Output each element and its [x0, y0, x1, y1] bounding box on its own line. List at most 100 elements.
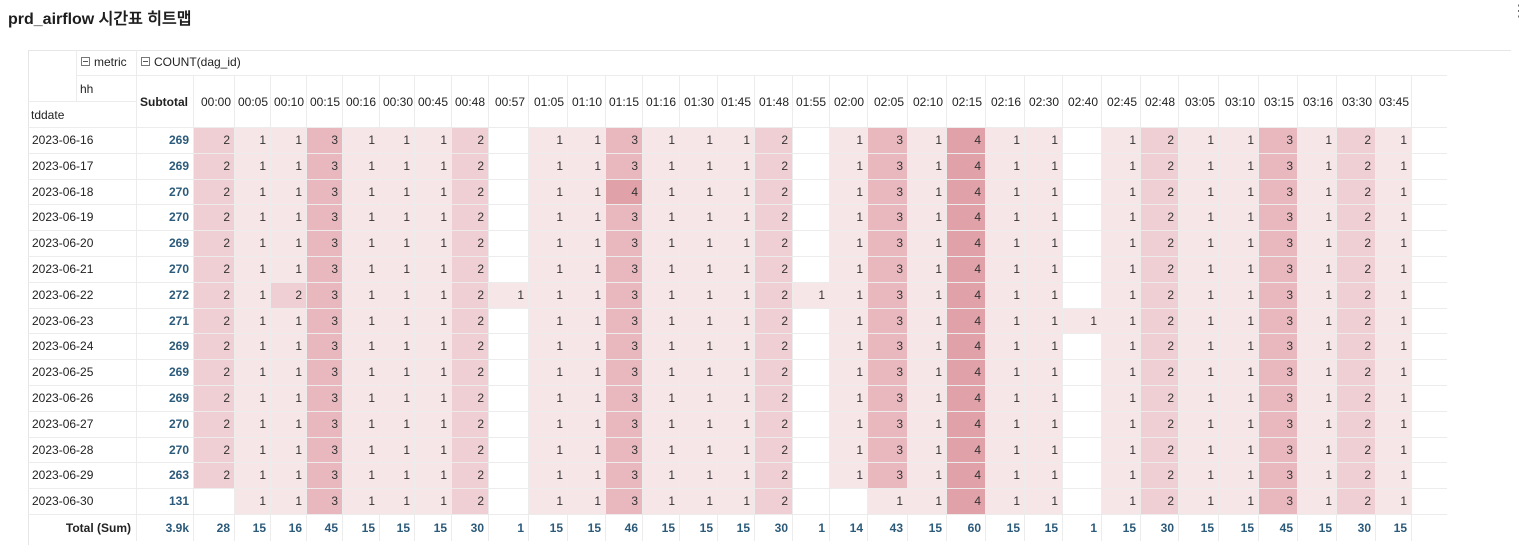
heatmap-cell: 3: [1258, 488, 1297, 514]
column-header[interactable]: 02:05: [867, 75, 907, 127]
collapse-icon[interactable]: [81, 57, 90, 67]
column-header[interactable]: 02:16: [985, 75, 1024, 127]
heatmap-cell: 2: [193, 281, 234, 308]
heatmap-cell: [1062, 359, 1101, 385]
heatmap-cell: 2: [754, 281, 792, 308]
heatmap-cell: 1: [1218, 281, 1258, 308]
heatmap-cell: [792, 488, 829, 514]
column-header[interactable]: 02:00: [829, 75, 867, 127]
heatmap-cell: 3: [1258, 462, 1297, 489]
column-header[interactable]: 00:48: [451, 75, 488, 127]
heatmap-cell: [792, 204, 829, 231]
heatmap-cell: 1: [567, 333, 605, 360]
heatmap-cell: 2: [1336, 204, 1375, 231]
subtotal-header[interactable]: Subtotal: [136, 75, 193, 127]
column-header[interactable]: 02:45: [1101, 75, 1140, 127]
heatmap-cell: [1062, 152, 1101, 179]
column-header[interactable]: 00:16: [342, 75, 379, 127]
heatmap-cell: 1: [234, 256, 270, 282]
metric-name-header[interactable]: COUNT(dag_id): [136, 50, 1511, 75]
heatmap-cell: [792, 178, 829, 205]
heatmap-cell: 3: [306, 256, 342, 282]
heatmap-cell: [488, 333, 528, 360]
column-total: 15: [717, 514, 754, 541]
heatmap-cell: 1: [642, 127, 679, 153]
column-header[interactable]: 03:30: [1336, 75, 1375, 127]
column-header[interactable]: 00:57: [488, 75, 528, 127]
heatmap-cell: 1: [379, 256, 414, 282]
collapse-icon[interactable]: [141, 57, 150, 67]
heatmap-cell: 3: [605, 281, 642, 308]
column-header[interactable]: 02:15: [946, 75, 985, 127]
heatmap-cell: [488, 152, 528, 179]
heatmap-cell: 1: [270, 178, 306, 205]
heatmap-cell: 1: [907, 488, 946, 514]
column-header[interactable]: 03:45: [1375, 75, 1411, 127]
column-header[interactable]: 02:40: [1062, 75, 1101, 127]
column-total: 15: [642, 514, 679, 541]
column-header[interactable]: 01:45: [717, 75, 754, 127]
column-total: 45: [306, 514, 342, 541]
column-header[interactable]: 00:45: [414, 75, 451, 127]
heatmap-cell: 1: [414, 307, 451, 334]
column-header[interactable]: 02:48: [1140, 75, 1178, 127]
column-header[interactable]: 02:10: [907, 75, 946, 127]
column-header[interactable]: 00:05: [234, 75, 270, 127]
heatmap-cell: [1411, 204, 1447, 231]
heatmap-cell: 1: [717, 488, 754, 514]
heatmap-cell: 1: [717, 333, 754, 360]
column-header[interactable]: 00:10: [270, 75, 306, 127]
heatmap-cell: 3: [867, 178, 907, 205]
column-header[interactable]: 03:15: [1258, 75, 1297, 127]
column-header[interactable]: 02:30: [1024, 75, 1062, 127]
heatmap-cell: 1: [234, 462, 270, 489]
column-header[interactable]: 01:48: [754, 75, 792, 127]
heatmap-cell: 1: [270, 462, 306, 489]
heatmap-cell: 1: [1375, 281, 1411, 308]
heatmap-cell: 1: [342, 410, 379, 437]
heatmap-cell: 1: [985, 436, 1024, 463]
heatmap-cell: 1: [414, 462, 451, 489]
heatmap-cell: 2: [1336, 152, 1375, 179]
column-header[interactable]: 00:30: [379, 75, 414, 127]
heatmap-cell: 4: [946, 230, 985, 256]
heatmap-cell: 1: [234, 152, 270, 179]
heatmap-cell: 1: [1024, 178, 1062, 205]
heatmap-cell: 1: [1024, 333, 1062, 360]
column-header[interactable]: 01:10: [567, 75, 605, 127]
heatmap-cell: 1: [567, 127, 605, 153]
column-total: 30: [451, 514, 488, 541]
heatmap-cell: 1: [985, 204, 1024, 231]
column-header[interactable]: 01:16: [642, 75, 679, 127]
heatmap-cell: 1: [985, 178, 1024, 205]
heatmap-cell: 1: [717, 152, 754, 179]
column-header[interactable]: 03:05: [1178, 75, 1218, 127]
heatmap-cell: 1: [717, 256, 754, 282]
heatmap-cell: 3: [605, 488, 642, 514]
column-header[interactable]: 01:55: [792, 75, 829, 127]
heatmap-cell: 3: [605, 256, 642, 282]
heatmap-cell: 1: [1297, 385, 1336, 411]
column-total: 15: [907, 514, 946, 541]
row-date: 2023-06-16: [28, 127, 136, 153]
heatmap-cell: 1: [234, 488, 270, 514]
heatmap-cell: 3: [867, 307, 907, 334]
column-header[interactable]: 00:00: [193, 75, 234, 127]
column-header[interactable]: 03:16: [1297, 75, 1336, 127]
heatmap-cell: 3: [605, 333, 642, 360]
heatmap-cell: [792, 307, 829, 334]
column-header[interactable]: [1411, 75, 1447, 127]
column-header[interactable]: 01:30: [679, 75, 717, 127]
heatmap-cell: 1: [1178, 359, 1218, 385]
column-header[interactable]: 03:10: [1218, 75, 1258, 127]
column-header[interactable]: 01:05: [528, 75, 567, 127]
column-header[interactable]: 00:15: [306, 75, 342, 127]
kebab-menu-icon[interactable]: ⋮: [1511, 3, 1519, 20]
heatmap-cell: 2: [1336, 436, 1375, 463]
heatmap-cell: 2: [193, 152, 234, 179]
heatmap-cell: 1: [1101, 488, 1140, 514]
metric-header[interactable]: metric: [76, 50, 136, 75]
heatmap-cell: 4: [946, 178, 985, 205]
column-header[interactable]: 01:15: [605, 75, 642, 127]
heatmap-cell: 1: [1062, 307, 1101, 334]
